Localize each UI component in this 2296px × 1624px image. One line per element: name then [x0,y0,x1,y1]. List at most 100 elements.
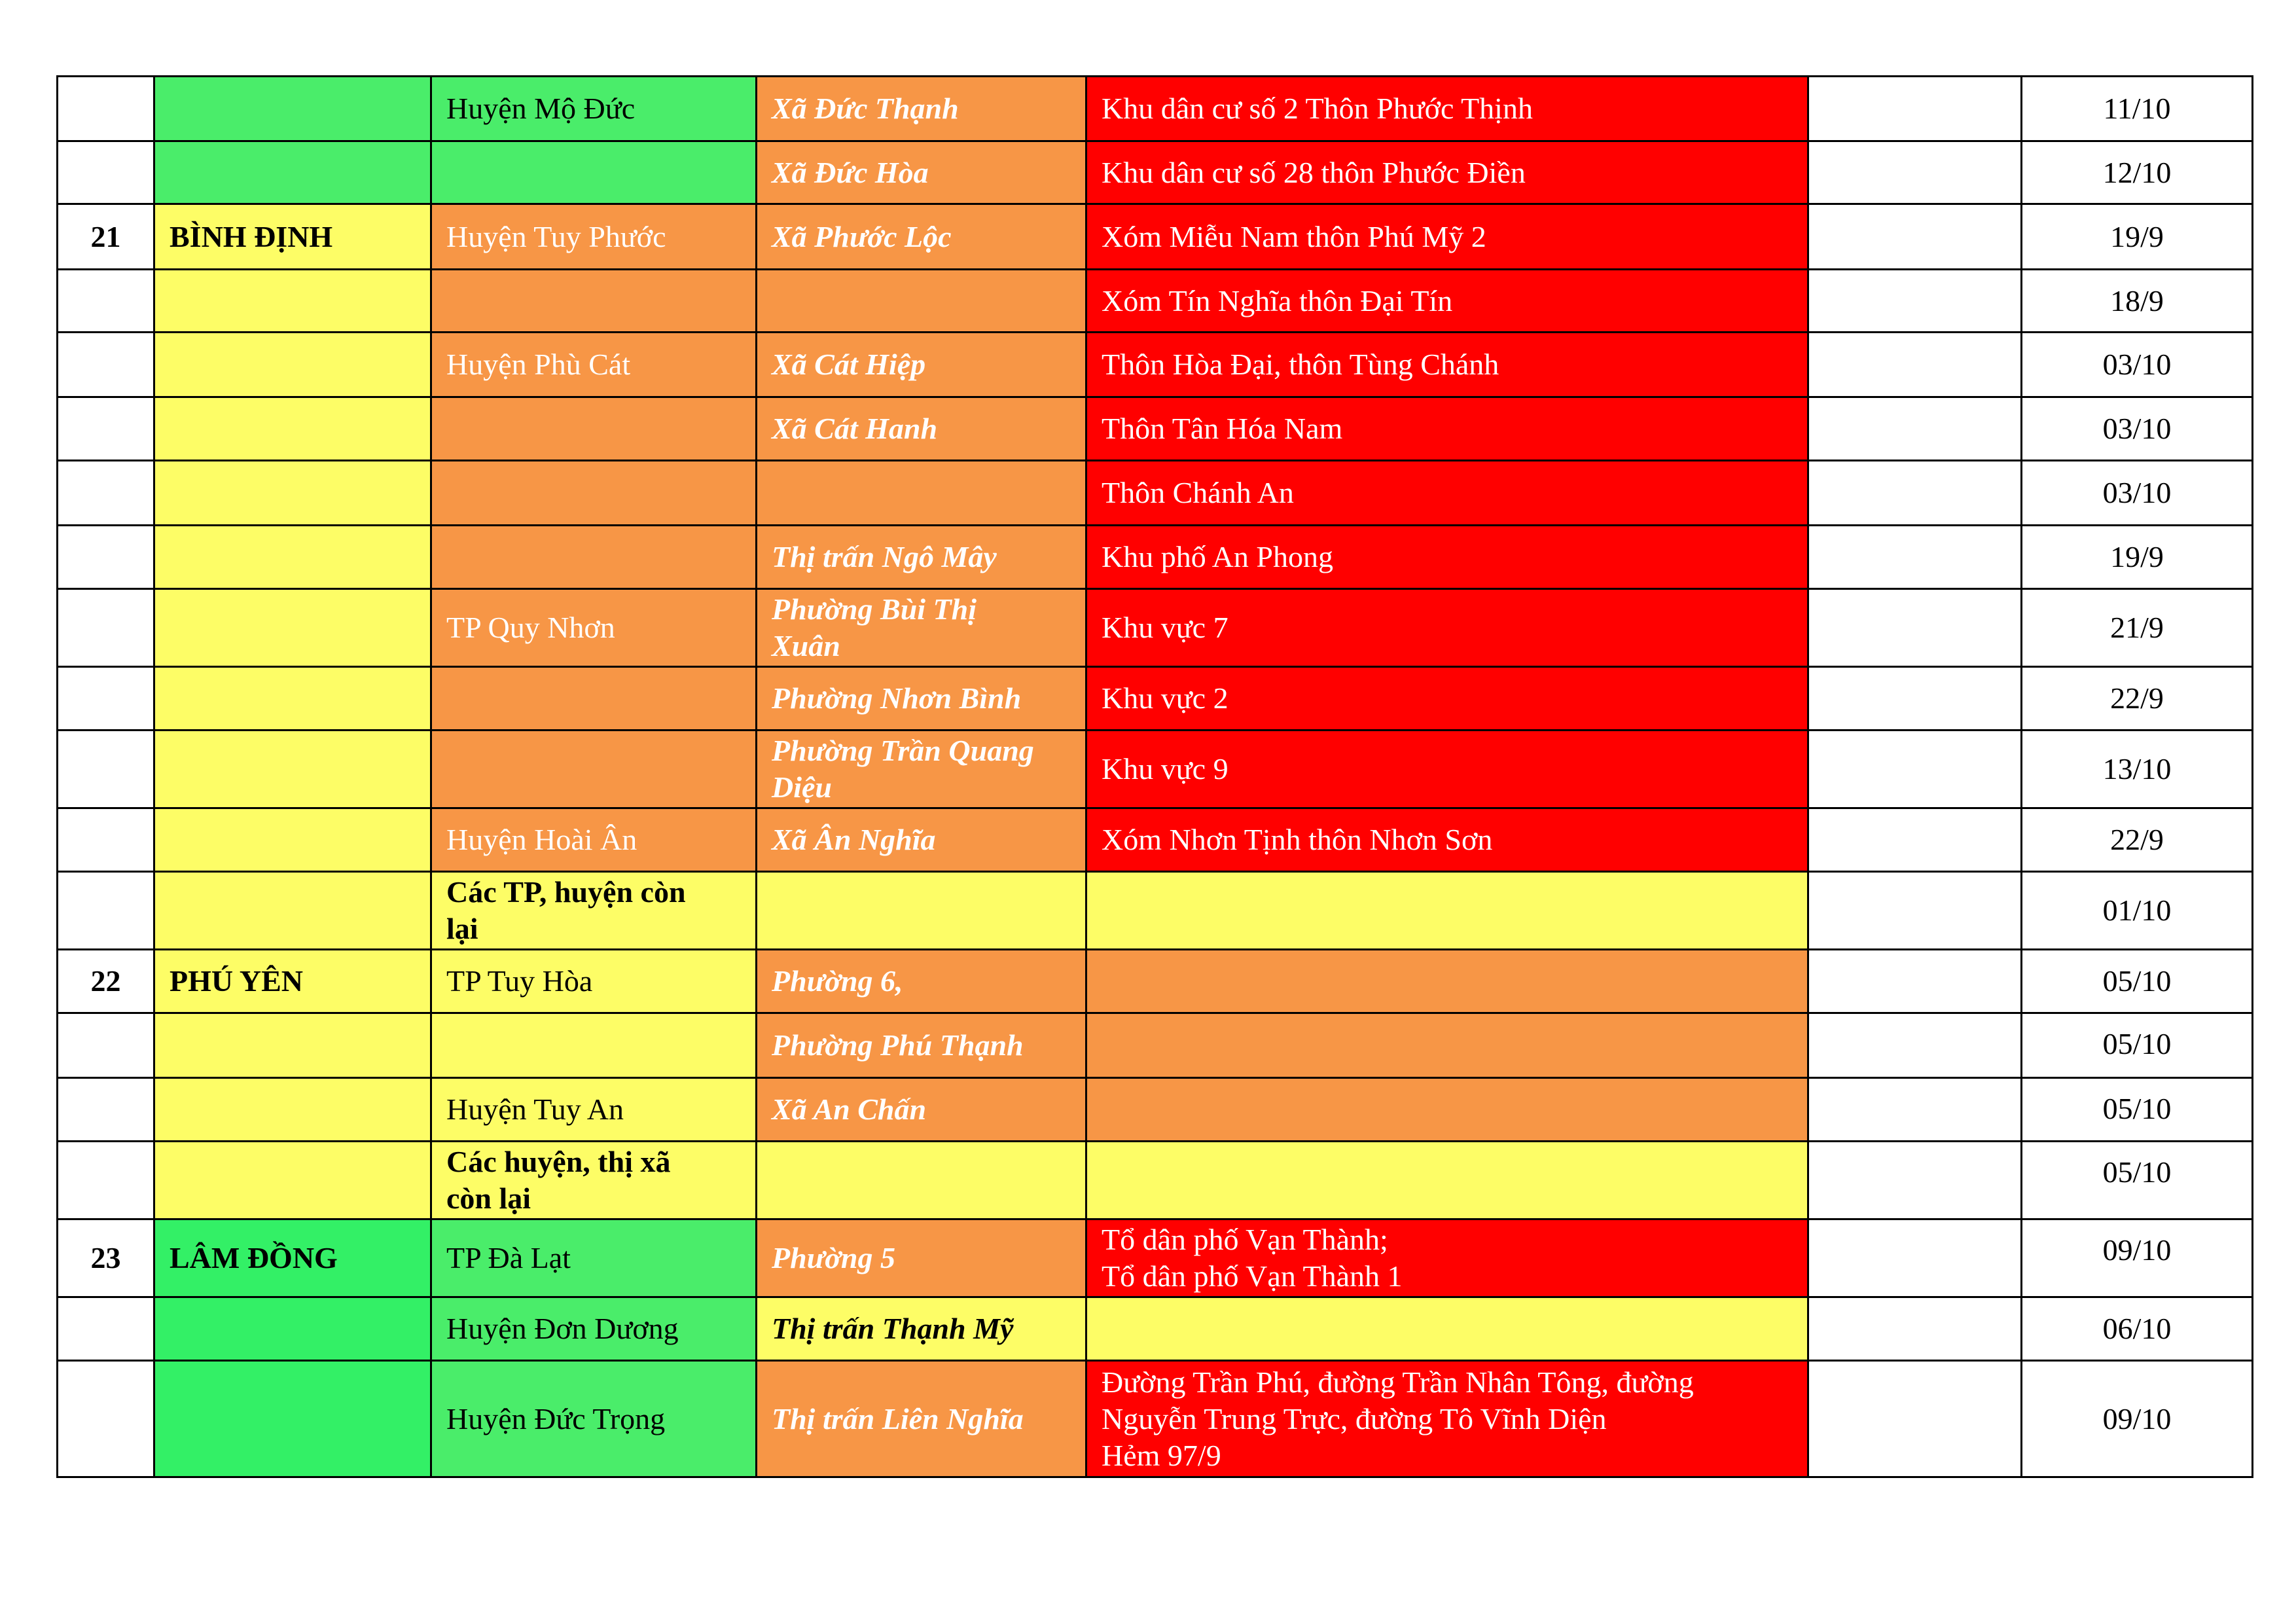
table-row: 21 BÌNH ĐỊNH Huyện Tuy Phước Xã Phước Lộc Xó… [56,203,2253,270]
area-cell [1085,1140,1809,1220]
area-cell [1085,1077,1809,1142]
note-cell [1807,807,2022,873]
date-cell: 09/10 [2020,1218,2253,1298]
note-cell [1807,1012,2022,1079]
note-cell [1807,1218,2022,1298]
area-cell: Thôn Tân Hóa Nam [1085,396,1809,461]
date-cell: 05/10 [2020,1140,2253,1220]
stt-cell [56,75,155,142]
stt-cell: 23 [56,1218,155,1298]
note-cell [1807,666,2022,731]
district-cell [430,666,757,731]
province-cell [153,396,432,461]
province-cell [153,588,432,668]
district-cell [430,460,757,526]
note-cell [1807,729,2022,809]
area-cell: Thôn Chánh An [1085,460,1809,526]
district-cell [430,1012,757,1079]
table-row: Các TP, huyện còn lại 01/10 [56,871,2253,950]
stt-cell [56,396,155,461]
district-cell [430,268,757,333]
commune-cell [755,871,1087,950]
district-cell: Huyện Hoài Ân [430,807,757,873]
table-row: TP Quy Nhơn Phường Bùi Thị Xuân Khu vực 7 2… [56,588,2253,668]
table-row: Thôn Chánh An 03/10 [56,460,2253,526]
district-cell: Huyện Phù Cát [430,331,757,398]
date-cell: 21/9 [2020,588,2253,668]
province-cell: BÌNH ĐỊNH [153,203,432,270]
area-cell [1085,871,1809,950]
table-row: Huyện Hoài Ân Xã Ân Nghĩa Xóm Nhơn Tịnh th… [56,807,2253,873]
note-cell [1807,203,2022,270]
province-cell [153,1140,432,1220]
district-cell: Huyện Tuy Phước [430,203,757,270]
date-cell: 01/10 [2020,871,2253,950]
note-cell [1807,1140,2022,1220]
province-cell [153,729,432,809]
province-cell: LÂM ĐỒNG [153,1218,432,1298]
note-cell [1807,460,2022,526]
stt-cell [56,524,155,590]
note-cell [1807,1077,2022,1142]
area-cell: Xóm Nhơn Tịnh thôn Nhơn Sơn [1085,807,1809,873]
commune-cell: Phường Nhơn Bình [755,666,1087,731]
commune-cell: Phường Phú Thạnh [755,1012,1087,1079]
area-cell [1085,1296,1809,1362]
district-cell: Huyện Tuy An [430,1077,757,1142]
table-row: Phường Nhơn Bình Khu vực 2 22/9 [56,666,2253,731]
province-cell: PHÚ YÊN [153,948,432,1014]
commune-cell [755,268,1087,333]
table-row: Xóm Tín Nghĩa thôn Đại Tín 18/9 [56,268,2253,333]
note-cell [1807,871,2022,950]
date-cell: 19/9 [2020,524,2253,590]
province-cell [153,807,432,873]
commune-cell: Xã Cát Hanh [755,396,1087,461]
stt-cell [56,460,155,526]
commune-cell: Xã Phước Lộc [755,203,1087,270]
province-cell [153,331,432,398]
date-cell: 03/10 [2020,396,2253,461]
date-cell: 18/9 [2020,268,2253,333]
commune-cell: Thị trấn Ngô Mây [755,524,1087,590]
table-row: Huyện Đức Trọng Thị trấn Liên Nghĩa Đường … [56,1360,2253,1478]
note-cell [1807,331,2022,398]
province-cell [153,460,432,526]
province-cell [153,268,432,333]
note-cell [1807,1296,2022,1362]
stt-cell [56,666,155,731]
commune-cell: Phường Trần Quang Diệu [755,729,1087,809]
table-row: Các huyện, thị xã còn lại 05/10 [56,1140,2253,1220]
commune-cell: Xã Đức Thạnh [755,75,1087,142]
date-cell: 11/10 [2020,75,2253,142]
note-cell [1807,140,2022,205]
commune-cell: Xã Đức Hòa [755,140,1087,205]
commune-cell: Phường 5 [755,1218,1087,1298]
stt-cell [56,1012,155,1079]
table-row: 22 PHÚ YÊN TP Tuy Hòa Phường 6, 05/10 [56,948,2253,1014]
district-cell [430,396,757,461]
table-row: Xã Cát Hanh Thôn Tân Hóa Nam 03/10 [56,396,2253,461]
note-cell [1807,1360,2022,1478]
district-cell: TP Tuy Hòa [430,948,757,1014]
note-cell [1807,524,2022,590]
district-cell [430,140,757,205]
area-cell: Khu vực 9 [1085,729,1809,809]
area-cell: Đường Trần Phú, đường Trần Nhân Tông, đư… [1085,1360,1809,1478]
stt-cell [56,729,155,809]
stt-cell [56,331,155,398]
table-row: Huyện Mộ Đức Xã Đức Thạnh Khu dân cư số 2 … [56,75,2253,142]
table-row: Thị trấn Ngô Mây Khu phố An Phong 19/9 [56,524,2253,590]
commune-cell: Phường Bùi Thị Xuân [755,588,1087,668]
table-row: Phường Phú Thạnh 05/10 [56,1012,2253,1079]
table-body: Huyện Mộ Đức Xã Đức Thạnh Khu dân cư số 2 … [56,75,2253,1478]
area-cell: Xóm Miễu Nam thôn Phú Mỹ 2 [1085,203,1809,270]
district-cell: Các TP, huyện còn lại [430,871,757,950]
date-cell: 22/9 [2020,807,2253,873]
commune-cell: Xã Cát Hiệp [755,331,1087,398]
area-cell: Thôn Hòa Đại, thôn Tùng Chánh [1085,331,1809,398]
table-row: Huyện Phù Cát Xã Cát Hiệp Thôn Hòa Đại, th… [56,331,2253,398]
province-cell [153,871,432,950]
commune-cell [755,460,1087,526]
province-cell [153,1012,432,1079]
stt-cell [56,140,155,205]
